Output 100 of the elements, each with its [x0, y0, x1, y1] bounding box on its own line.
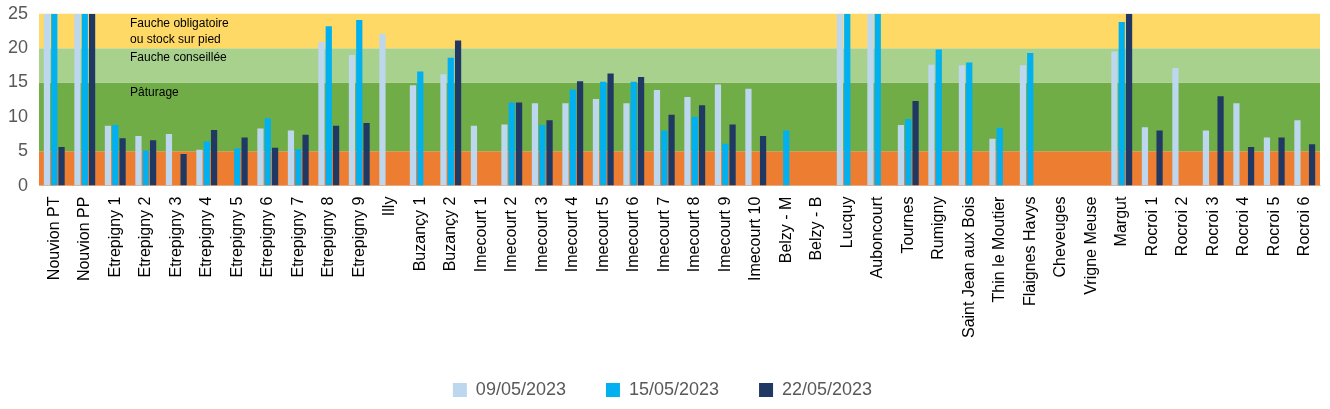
bar: [454, 40, 462, 186]
bar: [836, 13, 844, 186]
bar: [653, 90, 661, 186]
x-tick-label: Belzy - B: [807, 196, 825, 261]
bar: [81, 13, 88, 186]
x-tick-label: Cheveuges: [1051, 196, 1069, 278]
bar: [1217, 96, 1224, 186]
bar: [241, 137, 248, 186]
bar: [257, 128, 264, 186]
bar: [203, 141, 210, 186]
x-tick-label: Etrepigny 2: [136, 196, 154, 278]
bar: [302, 134, 309, 186]
bar: [600, 81, 607, 186]
bar: [271, 147, 279, 186]
bar: [74, 13, 81, 186]
x-tick-label: Nouvion PT: [44, 196, 62, 281]
bar: [264, 118, 271, 186]
x-tick-label: Etrepigny 7: [288, 196, 306, 278]
bar: [1202, 130, 1210, 186]
bar: [691, 116, 698, 186]
bar: [1278, 137, 1285, 186]
x-tick-label: Tournes: [898, 196, 916, 254]
bar: [661, 130, 668, 186]
bar: [119, 138, 126, 186]
bar: [318, 41, 325, 186]
bar: [1019, 65, 1027, 186]
bar: [409, 85, 417, 186]
x-tick-label: Imecourt 10: [746, 196, 764, 282]
bar: [714, 84, 722, 186]
x-tick-label: Rocroi 2: [1173, 196, 1191, 257]
bar: [698, 105, 706, 186]
x-tick-label: Belzy - M: [776, 196, 794, 264]
bar: [759, 136, 767, 186]
x-tick-label: Imecourt 4: [563, 196, 581, 273]
bar: [112, 125, 119, 186]
bar: [607, 73, 614, 186]
bar: [539, 125, 546, 186]
x-tick-label: Vrigne Meuse: [1081, 196, 1099, 295]
x-tick-label: Imecourt 2: [502, 196, 520, 273]
bar: [210, 129, 218, 186]
bar: [470, 125, 478, 186]
bar: [546, 120, 553, 186]
bar: [325, 26, 332, 186]
x-tick-label: Thin le Moutier: [990, 195, 1008, 303]
bar: [356, 19, 363, 186]
bar: [348, 55, 356, 186]
bar: [1172, 68, 1179, 186]
x-tick-label: Etrepigny 5: [227, 196, 245, 278]
y-tick-label: 25: [7, 2, 29, 23]
bar: [379, 33, 386, 186]
bar: [1118, 22, 1125, 186]
legend-label: 22/05/2023: [782, 378, 873, 399]
bar: [996, 127, 1003, 186]
x-tick-label: Rocroi 6: [1295, 196, 1313, 257]
x-tick-label: Imecourt 9: [715, 196, 733, 273]
bar: [867, 13, 874, 186]
legend-label: 15/05/2023: [628, 378, 720, 399]
bar: [295, 149, 302, 186]
bar: [501, 124, 508, 186]
bar: [234, 148, 241, 186]
bar: [58, 147, 65, 186]
bar: [363, 123, 370, 186]
x-tick-label: Auboncourt: [868, 196, 886, 279]
bar: [43, 13, 51, 186]
bar: [562, 103, 569, 186]
bar: [1308, 144, 1316, 186]
bar: [576, 81, 584, 186]
bar: [623, 103, 630, 186]
bar: [149, 140, 157, 186]
y-tick-label: 0: [18, 174, 29, 195]
x-tick-label: Saint Jean aux Bois: [959, 196, 977, 338]
bar: [722, 143, 729, 186]
x-tick-label: Imecourt 1: [471, 196, 489, 273]
y-tick-label: 20: [7, 37, 29, 58]
x-tick-label: Margut: [1112, 196, 1130, 247]
bar: [88, 13, 96, 186]
bar: [592, 99, 600, 186]
x-tick-label: Illy: [380, 196, 398, 217]
x-tick-label: Etrepigny 1: [105, 196, 123, 278]
bar: [1156, 130, 1163, 186]
bar: [1141, 127, 1149, 186]
bar: [668, 114, 675, 186]
bar: [417, 71, 424, 186]
x-tick-label: Imecourt 5: [593, 196, 611, 273]
bar: [1125, 13, 1133, 186]
bar: [912, 101, 919, 186]
bar: [515, 102, 523, 186]
x-tick-label: Imecourt 7: [654, 196, 672, 273]
bar: [928, 64, 935, 186]
band-label: Pâturage: [130, 84, 180, 99]
bar: [684, 96, 691, 186]
bar: [104, 125, 112, 186]
bar: [287, 130, 295, 186]
bar: [874, 13, 881, 186]
bar: [844, 13, 851, 186]
bar: [935, 49, 942, 186]
band-label: Fauche conseillée: [130, 50, 228, 65]
bar: [1027, 52, 1034, 186]
x-tick-label: Buzançy 2: [441, 196, 459, 272]
bar: [905, 118, 912, 186]
